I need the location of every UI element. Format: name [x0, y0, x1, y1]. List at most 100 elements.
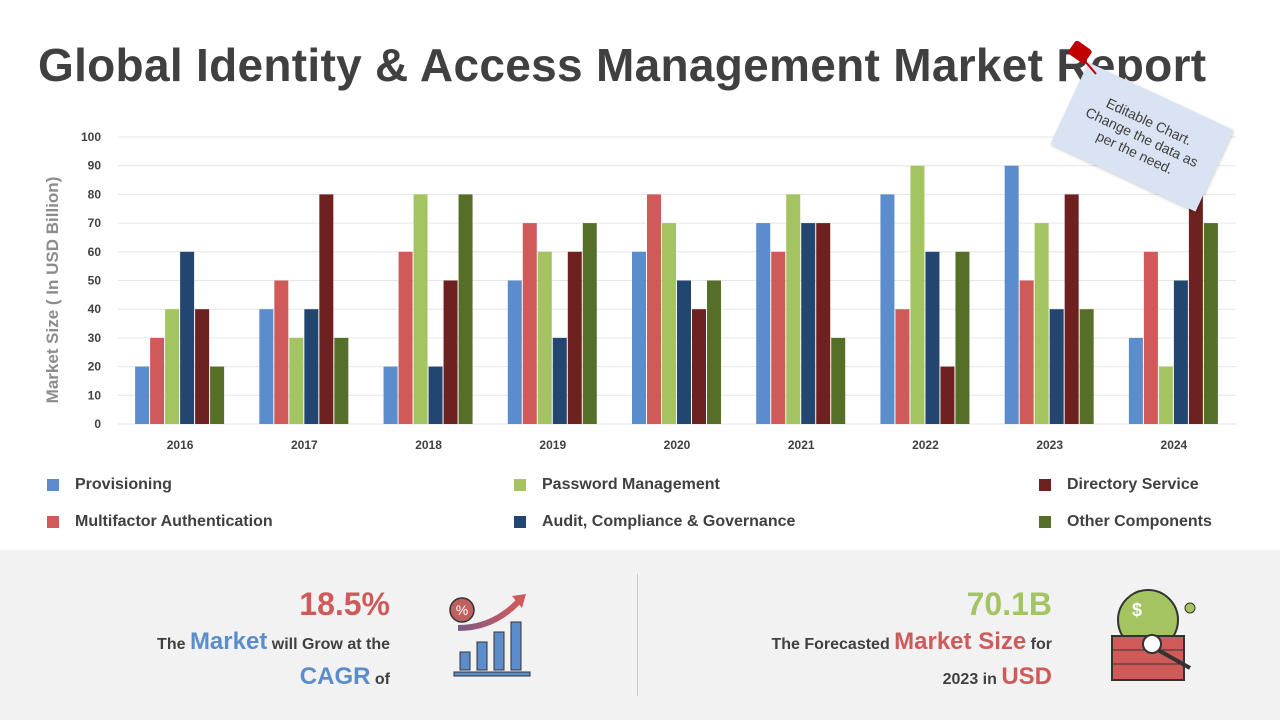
- legend-label: Audit, Compliance & Governance: [542, 513, 796, 530]
- legend-item: Password Management: [514, 476, 720, 494]
- bar: [756, 223, 771, 424]
- bar: [786, 194, 801, 424]
- bar: [567, 251, 582, 424]
- bar: [647, 194, 661, 424]
- legend-swatch: [47, 479, 59, 491]
- x-tick-label: 2022: [912, 438, 939, 452]
- bar: [458, 194, 473, 424]
- text: for: [1026, 636, 1052, 653]
- legend-label: Password Management: [542, 476, 720, 493]
- y-tick-label: 80: [88, 187, 102, 201]
- pushpin-icon: [1068, 40, 1097, 75]
- text: The: [157, 636, 190, 653]
- y-tick-label: 90: [88, 159, 102, 173]
- bar: [1203, 223, 1218, 424]
- y-tick-label: 40: [88, 302, 102, 316]
- y-tick-label: 50: [88, 274, 102, 288]
- market-size-text: The Forecasted Market Size for 2023 in US…: [771, 626, 1052, 696]
- bar: [537, 251, 552, 424]
- bar: [1079, 309, 1094, 424]
- market-size-icon: $: [1111, 589, 1196, 681]
- bar: [692, 309, 706, 424]
- bar: [180, 251, 195, 424]
- bar: [507, 280, 522, 424]
- bar: [1019, 280, 1034, 424]
- bar: [1143, 251, 1158, 424]
- stats-panel: 18.5% The Market will Grow at the CAGR of…: [0, 550, 1280, 720]
- y-tick-label: 100: [81, 130, 101, 144]
- legend-swatch: [47, 516, 59, 528]
- bar: [398, 251, 413, 424]
- y-tick-label: 0: [94, 417, 101, 431]
- legend-item: Directory Service: [1039, 476, 1199, 494]
- bar: [413, 194, 428, 424]
- x-tick-label: 2021: [788, 438, 815, 452]
- bar-chart: 0 10 20 30 40 50 60 70 80 90 100 Market Size ( In U…: [43, 130, 1236, 452]
- bar: [895, 309, 910, 424]
- text: of: [370, 671, 390, 688]
- bar: [582, 223, 597, 424]
- cagr-value: 18.5%: [299, 586, 390, 622]
- svg-text:$: $: [1132, 600, 1142, 620]
- bar: [319, 194, 334, 424]
- bar: [831, 337, 846, 424]
- svg-text:%: %: [456, 602, 468, 618]
- bar: [940, 366, 955, 424]
- bar: [662, 223, 676, 424]
- bar: [880, 194, 895, 424]
- cagr-text: The Market will Grow at the CAGR of: [157, 626, 390, 696]
- bar: [150, 337, 165, 424]
- growth-chart-icon: %: [449, 594, 531, 677]
- legend-swatch: [1039, 479, 1051, 491]
- y-axis-label: Market Size ( In USD Billion): [43, 177, 62, 404]
- bar: [274, 280, 289, 424]
- y-tick-label: 10: [88, 388, 102, 402]
- bar: [1158, 366, 1173, 424]
- highlight: CAGR: [299, 663, 371, 690]
- bar: [1064, 194, 1079, 424]
- highlight: Market Size: [894, 628, 1027, 655]
- bar: [259, 309, 274, 424]
- bar: [816, 223, 831, 424]
- text: 2023 in: [942, 671, 1002, 688]
- x-tick-label: 2020: [664, 438, 691, 452]
- bar: [522, 223, 537, 424]
- bar: [165, 309, 180, 424]
- legend-swatch: [1039, 516, 1051, 528]
- x-tick-label: 2016: [167, 438, 194, 452]
- divider: [637, 574, 638, 696]
- text: The Forecasted: [771, 636, 895, 653]
- bar: [443, 280, 458, 424]
- bar: [1188, 194, 1203, 424]
- x-tick-label: 2019: [539, 438, 566, 452]
- legend-swatch: [514, 479, 526, 491]
- bar: [1173, 280, 1188, 424]
- bar: [1004, 165, 1019, 424]
- bar: [1128, 337, 1143, 424]
- bar: [632, 251, 646, 424]
- legend-label: Provisioning: [75, 476, 172, 493]
- x-tick-label: 2023: [1036, 438, 1063, 452]
- bar: [428, 366, 443, 424]
- y-tick-label: 60: [88, 245, 102, 259]
- market-size-value: 70.1B: [966, 586, 1052, 622]
- legend-item: Other Components: [1039, 513, 1212, 531]
- legend-label: Multifactor Authentication: [75, 513, 273, 530]
- bar: [707, 280, 721, 424]
- legend-item: Audit, Compliance & Governance: [514, 513, 795, 531]
- x-tick-label: 2017: [291, 438, 318, 452]
- bar: [1049, 309, 1064, 424]
- y-tick-label: 30: [88, 331, 102, 345]
- bar: [925, 251, 940, 424]
- bar: [801, 223, 816, 424]
- highlight: USD: [1001, 663, 1052, 690]
- bar: [677, 280, 691, 424]
- bar: [910, 165, 925, 424]
- bar: [334, 337, 349, 424]
- x-tick-label: 2024: [1161, 438, 1188, 452]
- bar: [210, 366, 225, 424]
- highlight: Market: [189, 628, 268, 655]
- x-tick-label: 2018: [415, 438, 442, 452]
- bar: [135, 366, 150, 424]
- bar: [1034, 223, 1049, 424]
